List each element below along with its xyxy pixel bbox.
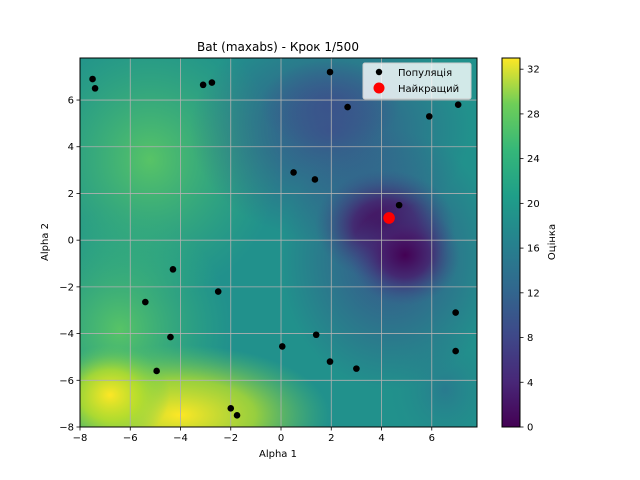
y-tick-label: −8	[59, 423, 74, 434]
colorbar-tick-label: 20	[527, 199, 540, 210]
colorbar-tick-label: 4	[527, 378, 533, 389]
population-point	[153, 367, 160, 375]
colorbar-tick-label: 16	[527, 244, 540, 255]
population-point	[344, 103, 351, 111]
y-tick-label: 2	[68, 189, 74, 200]
colorbar-tick-label: 24	[527, 154, 540, 165]
population-point	[326, 358, 334, 365]
colorbar-ticks: 0 4 8 12 16 20 24 28 32	[520, 65, 540, 434]
population-point	[278, 343, 286, 350]
legend: Популяція Найкращий	[362, 62, 472, 100]
x-tick-label: −6	[123, 433, 138, 444]
colorbar-tick-label: 12	[527, 288, 540, 299]
x-tick-label: 2	[328, 433, 334, 444]
x-tick-label: 4	[378, 433, 384, 444]
legend-label-population: Популяція	[398, 67, 452, 79]
y-tick-label: 0	[68, 236, 74, 247]
population-point	[311, 176, 319, 183]
colorbar-tick-label: 8	[527, 333, 533, 344]
y-tick-label: −4	[59, 329, 74, 340]
legend-label-best: Найкращий	[398, 84, 459, 95]
legend-box	[362, 62, 472, 100]
population-point	[425, 113, 433, 120]
x-axis: −8 −6 −4 −2 0 2 4 6	[73, 427, 435, 444]
scatter-points	[89, 68, 462, 419]
population-point	[233, 412, 241, 419]
population-point	[454, 101, 462, 109]
x-tick-label: −4	[173, 433, 188, 444]
population-point	[208, 79, 216, 86]
y-tick-label: 6	[68, 96, 74, 107]
population-point	[214, 288, 222, 295]
best-point	[383, 212, 395, 224]
population-point	[169, 266, 177, 273]
population-point	[91, 85, 99, 92]
colorbar-tick-label: 0	[527, 423, 533, 434]
x-axis-label: Alpha 1	[259, 449, 297, 460]
x-tick-label: 0	[278, 433, 284, 444]
population-point	[290, 169, 297, 176]
y-axis-label: Alpha 2	[40, 223, 51, 261]
y-tick-label: 4	[68, 142, 74, 153]
colorbar-tick-label: 32	[527, 65, 540, 76]
y-tick-label: −6	[59, 376, 74, 387]
y-axis: −8 −6 −4 −2 0 2 4 6	[59, 96, 80, 434]
population-point	[199, 81, 207, 89]
colorbar-label: Оцінка	[546, 224, 558, 260]
population-point	[326, 68, 334, 76]
plot-frame	[79, 57, 478, 428]
y-tick-label: −2	[59, 282, 74, 293]
colorbar: 0 4 8 12 16 20 24 28 32 Оцінка	[501, 57, 558, 434]
population-point	[142, 298, 149, 306]
x-tick-label: −2	[223, 433, 238, 444]
colorbar-gradient	[501, 57, 521, 428]
population-point	[89, 75, 96, 83]
population-point	[312, 331, 320, 339]
chart-title: Bat (maxabs) - Крок 1/500	[197, 40, 359, 54]
legend-marker-best	[373, 82, 385, 94]
x-tick-label: 6	[429, 433, 435, 444]
population-point	[353, 365, 360, 372]
population-point	[167, 333, 174, 341]
population-point	[452, 309, 459, 316]
x-tick-label: −8	[73, 433, 88, 444]
population-point	[452, 347, 459, 355]
colorbar-tick-label: 28	[527, 109, 540, 120]
population-point	[395, 201, 403, 209]
legend-marker-population	[375, 68, 383, 76]
population-point	[227, 405, 235, 412]
contour-background	[80, 58, 477, 427]
